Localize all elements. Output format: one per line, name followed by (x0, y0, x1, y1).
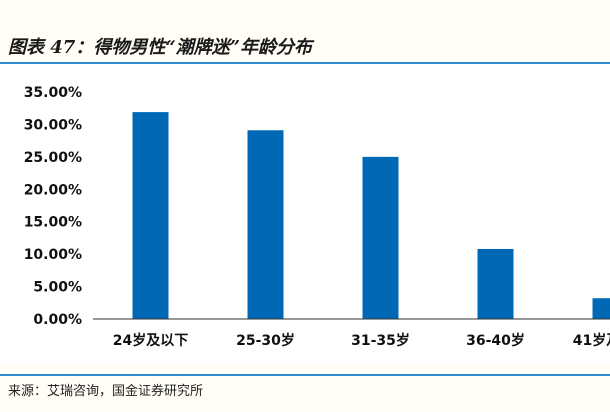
bar-5 (592, 298, 610, 319)
y-tick-label: 10.00% (24, 247, 82, 263)
bar-4 (477, 248, 514, 319)
chart-area: 0.00% 5.00% 10.00% 15.00% 20.00% 25.00% 30.00%… (0, 64, 610, 364)
source-divider (0, 374, 610, 376)
y-tick-label: 30.00% (24, 117, 82, 133)
x-tick-label: 41岁及以上 (573, 332, 610, 349)
bars (132, 112, 610, 319)
bar-1 (132, 112, 169, 319)
x-axis-ticks: 24岁及以下 25-30岁 31-35岁 36-40岁 41岁及以上 (113, 332, 610, 349)
x-tick-label: 24岁及以下 (113, 332, 188, 349)
title-divider (0, 62, 610, 64)
bar-3 (362, 156, 399, 319)
source-note: 来源：艾瑞咨询，国金证券研究所 (8, 384, 204, 399)
title-bar: 图表 47：得物男性“潮牌迷”年龄分布 (0, 0, 610, 62)
x-tick-label: 25-30岁 (236, 332, 295, 349)
y-tick-label: 15.00% (24, 215, 82, 231)
x-tick-label: 31-35岁 (351, 332, 410, 349)
y-tick-label: 20.00% (24, 182, 82, 198)
bar-chart: 0.00% 5.00% 10.00% 15.00% 20.00% 25.00% 30.00%… (24, 85, 610, 349)
y-axis-ticks: 0.00% 5.00% 10.00% 15.00% 20.00% 25.00% 30.00%… (24, 85, 82, 328)
y-tick-label: 0.00% (33, 312, 82, 328)
y-tick-label: 25.00% (24, 150, 82, 166)
y-tick-label: 35.00% (24, 85, 82, 101)
y-tick-label: 5.00% (33, 280, 82, 296)
bar-2 (247, 130, 284, 319)
chart-title: 图表 47：得物男性“潮牌迷”年龄分布 (8, 37, 313, 58)
x-tick-label: 36-40岁 (466, 332, 525, 349)
